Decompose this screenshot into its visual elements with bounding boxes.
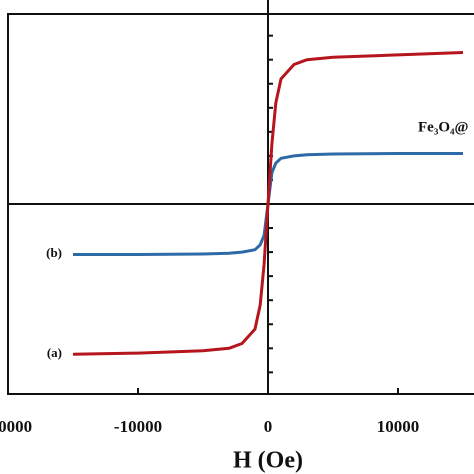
x-tick-label: -20000 <box>0 417 32 436</box>
annotation: Fe₃O₄@ <box>418 119 468 135</box>
x-tick-label: 10000 <box>377 417 420 436</box>
x-tick-label: 0 <box>264 417 273 436</box>
annotation: (b) <box>46 245 62 260</box>
x-tick-label: -10000 <box>114 417 162 436</box>
x-axis-label: H (Oe) <box>233 448 303 474</box>
annotation: (a) <box>47 345 62 360</box>
data-line <box>72 51 464 356</box>
